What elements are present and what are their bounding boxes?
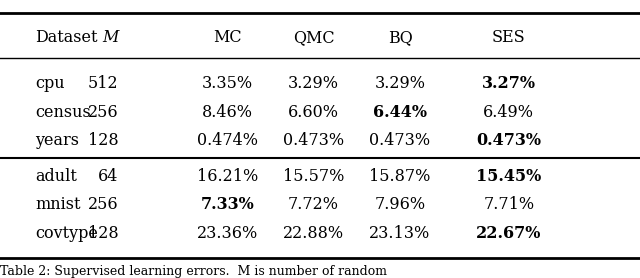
Text: 7.72%: 7.72% — [288, 196, 339, 214]
Text: 64: 64 — [98, 168, 118, 185]
Text: 22.88%: 22.88% — [283, 225, 344, 242]
Text: 22.67%: 22.67% — [476, 225, 541, 242]
Text: 6.44%: 6.44% — [373, 103, 427, 121]
Text: 23.13%: 23.13% — [369, 225, 431, 242]
Text: mnist: mnist — [35, 196, 81, 214]
Text: 0.473%: 0.473% — [369, 132, 431, 149]
Text: SES: SES — [492, 29, 525, 46]
Text: 16.21%: 16.21% — [196, 168, 258, 185]
Text: MC: MC — [213, 29, 241, 46]
Text: 7.96%: 7.96% — [374, 196, 426, 214]
Text: 128: 128 — [88, 132, 118, 149]
Text: 3.29%: 3.29% — [288, 75, 339, 92]
Text: M: M — [102, 29, 118, 46]
Text: adult: adult — [35, 168, 77, 185]
Text: QMC: QMC — [292, 29, 335, 46]
Text: Dataset: Dataset — [35, 29, 98, 46]
Text: 15.57%: 15.57% — [283, 168, 344, 185]
Text: covtype: covtype — [35, 225, 98, 242]
Text: 0.473%: 0.473% — [283, 132, 344, 149]
Text: 7.71%: 7.71% — [483, 196, 534, 214]
Text: 512: 512 — [88, 75, 118, 92]
Text: 256: 256 — [88, 196, 118, 214]
Text: years: years — [35, 132, 79, 149]
Text: 3.27%: 3.27% — [482, 75, 536, 92]
Text: cpu: cpu — [35, 75, 65, 92]
Text: 15.87%: 15.87% — [369, 168, 431, 185]
Text: 23.36%: 23.36% — [196, 225, 258, 242]
Text: 6.49%: 6.49% — [483, 103, 534, 121]
Text: 15.45%: 15.45% — [476, 168, 541, 185]
Text: 6.60%: 6.60% — [288, 103, 339, 121]
Text: 8.46%: 8.46% — [202, 103, 253, 121]
Text: 0.473%: 0.473% — [476, 132, 541, 149]
Text: 3.35%: 3.35% — [202, 75, 253, 92]
Text: 0.474%: 0.474% — [196, 132, 258, 149]
Text: 7.33%: 7.33% — [200, 196, 254, 214]
Text: 256: 256 — [88, 103, 118, 121]
Text: 3.29%: 3.29% — [374, 75, 426, 92]
Text: 128: 128 — [88, 225, 118, 242]
Text: Table 2: Supervised learning errors.  M is number of random: Table 2: Supervised learning errors. M i… — [0, 265, 387, 277]
Text: census: census — [35, 103, 91, 121]
Text: BQ: BQ — [388, 29, 412, 46]
